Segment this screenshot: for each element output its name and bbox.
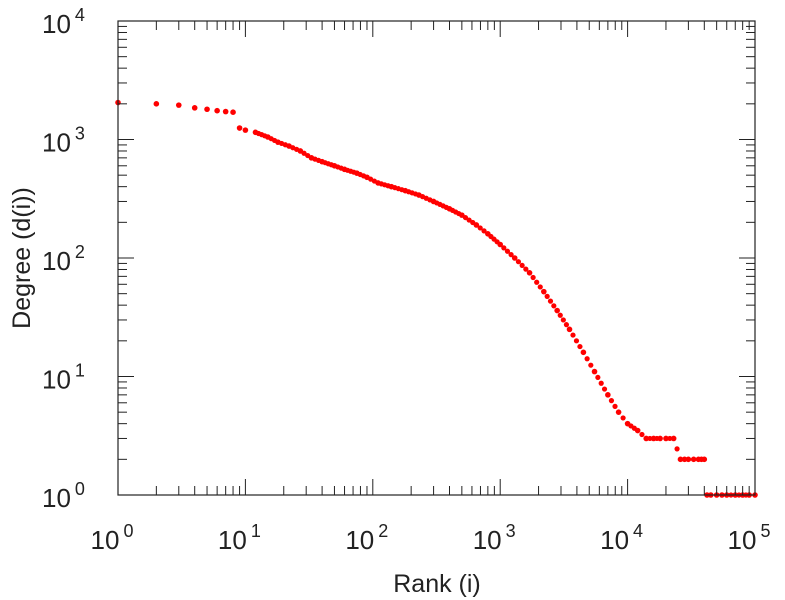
data-point: [560, 317, 566, 323]
data-point: [501, 245, 507, 251]
x-tick-label: 10 3: [473, 521, 516, 555]
data-point: [667, 435, 673, 442]
data-point: [690, 456, 697, 463]
data-point: [591, 368, 598, 375]
data-points: [115, 99, 758, 498]
data-point: [608, 398, 615, 404]
axes: [117, 20, 756, 496]
x-tick-label: 10 5: [728, 521, 771, 555]
data-point: [526, 270, 533, 276]
data-point: [643, 435, 650, 442]
data-point: [466, 217, 472, 223]
data-point: [677, 456, 684, 463]
data-point: [612, 403, 618, 409]
data-point: [547, 298, 554, 304]
data-point: [701, 456, 708, 463]
tick-labels: 10 0 10 1 10 2 10 3 10 4 10 5 10 0 10 1 10 2 10 3 10 4: [42, 5, 770, 555]
x-tick-label: 10 0: [91, 521, 134, 555]
data-point: [222, 108, 229, 115]
x-axis-label: Rank (i): [393, 570, 481, 598]
data-point: [214, 107, 220, 114]
y-tick-label: 10 4: [42, 5, 85, 39]
data-point: [541, 288, 547, 295]
data-point: [570, 332, 576, 338]
data-point: [588, 362, 594, 368]
x-tick-label: 10 1: [218, 521, 261, 555]
y-axis-label: Degree (d(i)): [8, 187, 36, 329]
y-tick-label: 10 3: [42, 124, 85, 158]
data-point: [577, 343, 583, 350]
data-point: [657, 435, 663, 442]
data-point: [663, 435, 669, 442]
x-tick-label: 10 4: [600, 521, 643, 555]
data-point: [523, 266, 529, 272]
data-point: [685, 456, 692, 463]
data-point: [515, 259, 522, 265]
data-point: [191, 105, 198, 111]
data-point: [242, 127, 249, 133]
data-point: [566, 326, 573, 333]
data-point: [462, 214, 469, 221]
data-point: [674, 446, 680, 452]
data-point: [595, 374, 601, 381]
data-point: [639, 431, 645, 438]
data-point: [497, 241, 504, 248]
y-tick-label: 10 1: [42, 361, 85, 395]
x-tick-label: 10 2: [345, 521, 388, 555]
data-point: [477, 225, 483, 231]
data-point: [634, 427, 641, 434]
data-point: [615, 409, 622, 415]
data-point: [601, 386, 608, 392]
data-point: [175, 102, 182, 108]
data-point: [554, 307, 560, 314]
data-point: [534, 279, 540, 285]
data-point: [670, 435, 677, 442]
data-point: [563, 322, 570, 328]
plot-frame: [117, 20, 756, 496]
data-point: [504, 248, 511, 254]
y-tick-label: 10 0: [42, 479, 85, 513]
data-point: [620, 415, 626, 421]
data-point: [519, 262, 525, 269]
data-point: [204, 106, 210, 113]
data-point: [584, 356, 590, 362]
data-point: [598, 380, 604, 386]
data-point: [230, 109, 236, 115]
data-point: [508, 252, 514, 258]
data-point: [573, 338, 580, 344]
data-point: [605, 392, 611, 398]
data-point: [537, 284, 543, 290]
data-point: [473, 222, 480, 228]
data-point: [236, 125, 243, 131]
data-point: [511, 255, 518, 261]
data-point: [580, 349, 587, 356]
data-point: [544, 293, 550, 299]
data-point: [153, 101, 160, 107]
data-point: [551, 303, 557, 309]
y-tick-label: 10 2: [42, 242, 85, 276]
data-point: [530, 274, 536, 281]
data-point: [557, 312, 563, 318]
data-point: [481, 228, 487, 234]
